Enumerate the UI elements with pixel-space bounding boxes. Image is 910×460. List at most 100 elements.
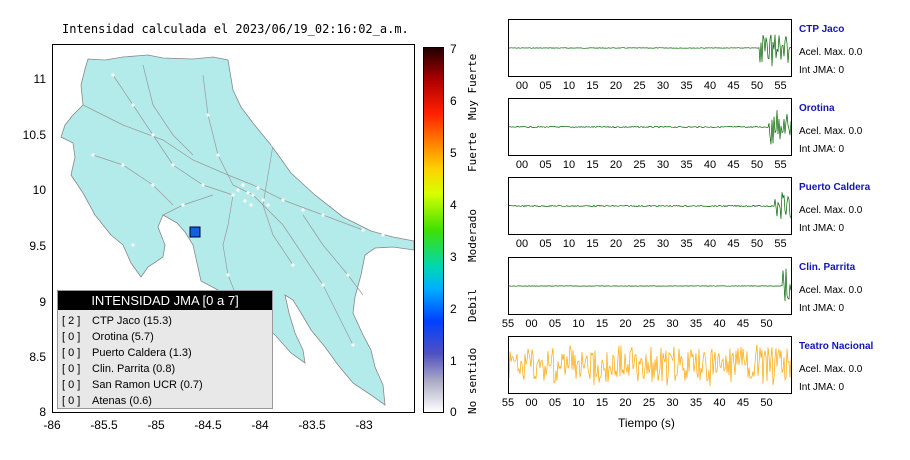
max-acceleration: Acel. Max. 0.0 [799,364,863,375]
time-tick: 40 [703,159,717,171]
legend-item: [ 0 ] Atenas (0.6) [62,395,152,407]
max-acceleration: Acel. Max. 0.0 [799,47,863,58]
x-tick: -85.5 [90,418,118,432]
costa-rica-land [60,54,414,406]
x-tick: -84.5 [194,418,222,432]
time-tick: 00 [515,238,529,250]
legend-level: [ 0 ] [62,363,81,375]
station-dots [91,73,385,347]
time-tick: 40 [703,238,717,250]
jma-intensity: Int JMA: 0 [799,223,845,234]
legend-station: Puerto Caldera (1.3) [92,347,192,359]
time-tick: 05 [548,397,562,409]
time-tick: 55 [501,397,515,409]
time-tick: 25 [633,80,646,92]
time-tick: 25 [633,238,646,250]
time-tick: 25 [642,318,656,330]
waveform-line [509,344,791,387]
time-tick: 55 [774,159,787,171]
x-tick: -84 [251,418,269,432]
time-tick: 20 [609,80,623,92]
time-tick: 05 [548,318,562,330]
colorbar-tick: 6 [450,94,457,108]
waveform-line [509,34,791,67]
time-tick: 50 [760,318,773,330]
time-tick: 40 [713,318,726,330]
colorbar-tick: 4 [450,198,457,212]
colorbar-tick: 0 [450,405,457,419]
time-tick: 30 [666,397,679,409]
legend-level: [ 0 ] [62,331,81,343]
jma-intensity: Int JMA: 0 [799,144,845,155]
time-tick: 35 [680,80,693,92]
time-tick: 45 [736,397,750,409]
time-tick: 45 [736,318,750,330]
waveform [509,344,791,387]
time-tick: 15 [586,159,599,171]
station-marker-jaco[interactable] [189,226,201,238]
time-tick: 50 [750,80,764,92]
legend-item: [ 0 ] Clin. Parrita (0.8) [62,363,175,375]
legend-level: [ 2 ] [62,315,81,327]
time-tick: 35 [689,397,703,409]
station-name: Puerto Caldera [799,182,871,193]
x-tick: -83.5 [298,418,326,432]
y-tick: 9 [39,295,46,309]
seismogram-trace[interactable] [508,336,792,394]
time-tick: 10 [562,80,576,92]
time-tick: 00 [515,80,529,92]
max-acceleration: Acel. Max. 0.0 [799,126,863,137]
legend-level: [ 0 ] [62,347,81,359]
intensity-legend: INTENSIDAD JMA [0 a 7] [ 2 ] CTP Jaco (15… [57,290,273,409]
time-tick: 50 [760,397,773,409]
time-tick: 15 [586,80,599,92]
time-tick: 35 [680,238,693,250]
station-name: Orotina [799,103,835,114]
legend-item: [ 0 ] Orotina (5.7) [62,331,154,343]
waveform [509,34,791,67]
time-tick: 05 [539,159,552,171]
waveform [509,268,791,302]
station-name: Clin. Parrita [799,262,856,273]
waveform-line [509,268,791,302]
legend-item: [ 0 ] Puerto Caldera (1.3) [62,347,192,359]
seismogram-trace[interactable] [508,177,792,235]
time-tick: 40 [713,397,726,409]
seismogram-trace[interactable] [508,98,792,156]
y-tick: 8 [39,405,46,419]
legend-station: CTP Jaco (15.3) [92,315,172,327]
time-tick: 05 [539,80,552,92]
seismogram-trace[interactable] [508,257,792,315]
legend-item: [ 0 ] San Ramon UCR (0.7) [62,379,203,391]
time-tick: 25 [642,397,656,409]
legend-level: [ 0 ] [62,395,81,407]
time-tick: 35 [680,159,693,171]
legend-station: Orotina (5.7) [92,331,154,343]
seismogram-trace[interactable] [508,19,792,77]
time-tick: 40 [703,80,717,92]
time-tick: 45 [727,238,740,250]
time-tick: 45 [727,159,740,171]
colorbar-label: Muy Fuerte [466,53,479,120]
time-tick: 15 [595,318,609,330]
costa-rica-map-svg [60,54,414,406]
y-tick: 8.5 [29,350,46,364]
time-tick: 45 [727,80,740,92]
time-tick: 10 [562,159,576,171]
legend-header: INTENSIDAD JMA [0 a 7] [58,291,272,310]
colorbar-label: Fuerte [466,132,479,172]
time-tick: 50 [750,159,764,171]
colorbar-tick: 3 [450,250,457,264]
x-tick: -83 [355,418,373,432]
max-acceleration: Acel. Max. 0.0 [799,285,863,296]
legend-station: San Ramon UCR (0.7) [92,379,203,391]
waveform [509,192,791,220]
max-acceleration: Acel. Max. 0.0 [799,205,863,216]
time-tick: 00 [525,318,538,330]
time-tick: 20 [619,318,632,330]
legend-station: Clin. Parrita (0.8) [92,363,176,375]
intensity-colorbar [423,47,444,413]
time-tick: 55 [774,80,787,92]
x-tick: -85 [147,418,165,432]
time-tick: 00 [515,159,529,171]
